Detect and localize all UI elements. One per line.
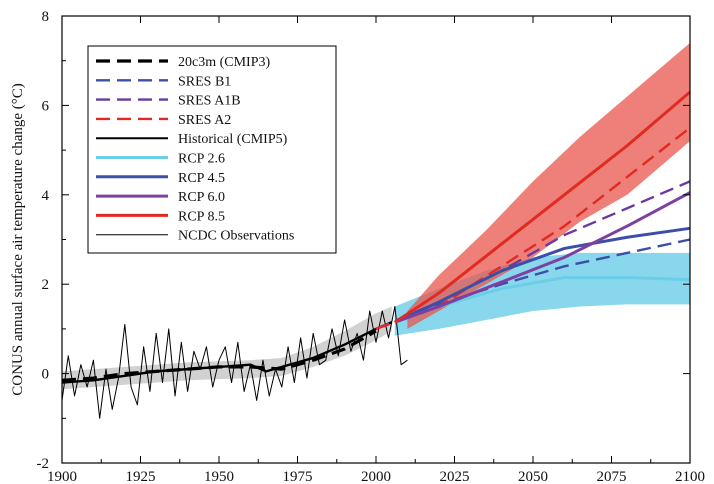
axis-ticks [61, 15, 691, 464]
x-tick-label-3: 1975 [283, 469, 313, 484]
legend-label-8: RCP 8.5 [178, 209, 225, 224]
legend-label-7: RCP 6.0 [178, 190, 225, 205]
legend-label-2: SRES A1B [178, 94, 241, 109]
y-tick-label-3: 4 [42, 188, 50, 204]
legend-label-9: NCDC Observations [178, 229, 294, 244]
x-tick-label-7: 2075 [597, 469, 627, 484]
uncertainty-bands [62, 42, 690, 390]
band-2 [407, 42, 690, 329]
legend-label-3: SRES A2 [178, 113, 231, 128]
y-tick-labels: -2 0 2 4 6 8 [37, 9, 50, 472]
y-axis-label: CONUS annual surface air temperature cha… [10, 83, 26, 396]
series-line-0 [61, 329, 377, 382]
legend-label-4: Historical (CMIP5) [178, 132, 288, 147]
legend: 20c3m (CMIP3) SRES B1 SRES A1B SRES A2 Histo… [87, 45, 337, 254]
series-line-1 [61, 321, 393, 384]
y-tick-label-0: -2 [37, 456, 50, 472]
series-line-8 [394, 90, 691, 324]
x-tick-label-0: 1900 [47, 469, 77, 484]
x-tick-label-5: 2025 [440, 469, 470, 484]
x-tick-labels: 1900 1925 1950 1975 2000 2025 2050 2075 2100 [47, 469, 705, 484]
legend-label-6: RCP 4.5 [178, 171, 225, 186]
y-tick-label-1: 0 [42, 367, 50, 383]
band-0 [62, 306, 392, 390]
x-tick-label-8: 2100 [675, 469, 705, 484]
series-line-3 [375, 180, 691, 331]
series-line-6 [394, 226, 691, 324]
x-tick-label-1: 1925 [126, 469, 156, 484]
legend-label-5: RCP 2.6 [178, 152, 225, 167]
band-1 [394, 252, 690, 336]
x-tick-label-2: 1950 [204, 469, 234, 484]
y-tick-label-2: 2 [42, 277, 50, 293]
y-tick-label-5: 8 [42, 9, 50, 25]
series-lines [61, 90, 691, 419]
series-line-2 [375, 238, 691, 331]
legend-label-0: 20c3m (CMIP3) [178, 55, 271, 70]
series-line-9 [61, 306, 408, 419]
y-tick-label-4: 6 [42, 98, 50, 114]
x-tick-label-4: 2000 [361, 469, 391, 484]
x-tick-label-6: 2050 [518, 469, 548, 484]
series-line-7 [394, 191, 691, 324]
legend-label-1: SRES B1 [178, 74, 231, 89]
